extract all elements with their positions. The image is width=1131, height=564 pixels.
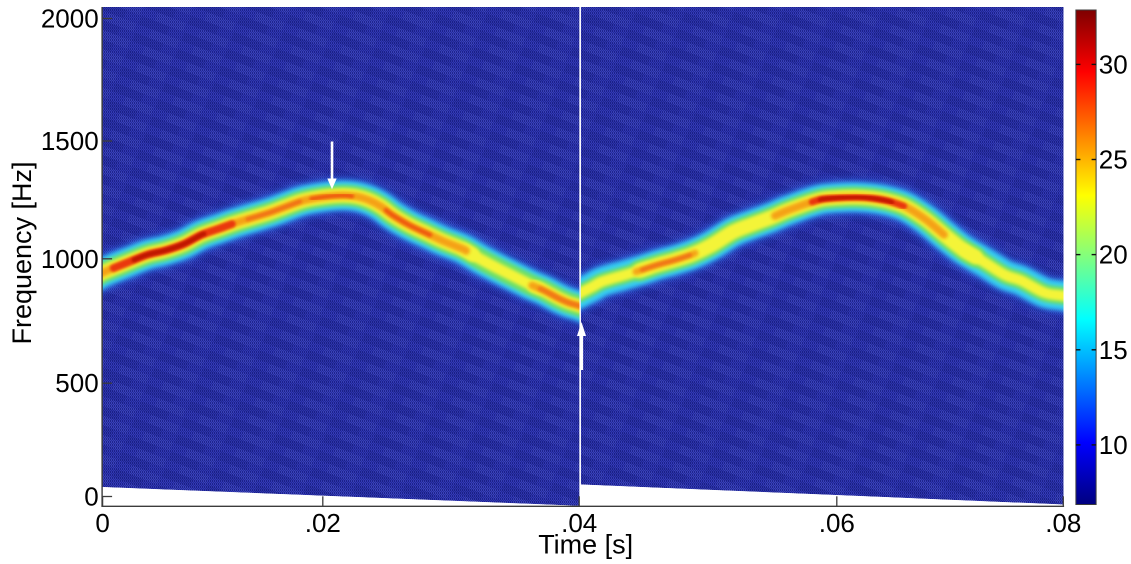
svg-text:2000: 2000 [41,4,99,34]
svg-text:.02: .02 [305,508,341,538]
svg-text:500: 500 [55,368,98,398]
svg-text:0: 0 [84,482,98,512]
svg-text:15: 15 [1099,335,1128,365]
svg-text:25: 25 [1099,145,1128,175]
svg-text:0: 0 [95,508,109,538]
svg-text:10: 10 [1099,430,1128,460]
svg-text:.04: .04 [561,508,597,538]
svg-text:.06: .06 [819,508,855,538]
svg-text:.08: .08 [1045,508,1081,538]
svg-text:1500: 1500 [41,126,99,156]
svg-text:20: 20 [1099,240,1128,270]
svg-text:30: 30 [1099,49,1128,79]
svg-text:1000: 1000 [41,244,99,274]
svg-text:Time [s]: Time [s] [538,530,633,560]
svg-text:Frequency [Hz]: Frequency [Hz] [7,161,37,344]
